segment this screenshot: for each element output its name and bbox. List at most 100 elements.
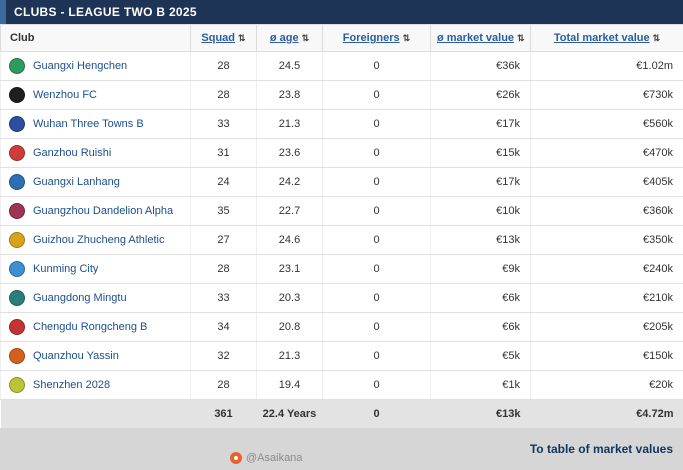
club-link[interactable]: Guizhou Zhucheng Athletic — [33, 234, 165, 246]
avg-age-cell: 23.6 — [256, 138, 323, 168]
table-row: Wuhan Three Towns B 33 21.3 0 €17k €560k — [0, 109, 683, 139]
avg-market-value-cell: €17k — [430, 109, 531, 139]
avg-market-value-cell: €26k — [430, 80, 531, 110]
avg-market-value-cell: €1k — [430, 370, 531, 400]
club-badge-icon — [9, 290, 25, 306]
club-link[interactable]: Kunming City — [33, 263, 99, 275]
foreigners-cell: 0 — [322, 167, 431, 197]
avg-age-cell: 24.6 — [256, 225, 323, 255]
foreigners-cell: 0 — [322, 80, 431, 110]
avg-age-cell: 21.3 — [256, 341, 323, 371]
avg-market-value-cell: €6k — [430, 312, 531, 342]
total-market-value-cell: €150k — [530, 341, 683, 371]
sort-arrows-icon[interactable]: ⇅ — [301, 33, 310, 43]
avg-market-value-cell: €6k — [430, 283, 531, 313]
total-market-value-cell: €405k — [530, 167, 683, 197]
club-cell: Wenzhou FC — [0, 80, 191, 110]
club-link[interactable]: Quanzhou Yassin — [33, 350, 119, 362]
totals-empty-cell — [0, 399, 191, 428]
weibo-icon — [230, 452, 242, 464]
club-link[interactable]: Guangxi Lanhang — [33, 176, 120, 188]
foreigners-cell: 0 — [322, 312, 431, 342]
avg-age-cell: 21.3 — [256, 109, 323, 139]
avg-market-value-cell: €13k — [430, 225, 531, 255]
sort-link-squad[interactable]: Squad — [201, 32, 236, 44]
foreigners-cell: 0 — [322, 254, 431, 284]
foreigners-cell: 0 — [322, 341, 431, 371]
avg-age-cell: 23.8 — [256, 80, 323, 110]
sort-link-avg-market-value[interactable]: ø market value — [437, 32, 515, 44]
club-link[interactable]: Wuhan Three Towns B — [33, 118, 144, 130]
club-badge-icon — [9, 116, 25, 132]
club-cell: Guangxi Hengchen — [0, 51, 191, 81]
squad-cell: 33 — [190, 109, 257, 139]
squad-cell: 28 — [190, 254, 257, 284]
club-badge-icon — [9, 232, 25, 248]
club-link[interactable]: Guangdong Mingtu — [33, 292, 127, 304]
table-row: Guangdong Mingtu 33 20.3 0 €6k €210k — [0, 283, 683, 313]
club-cell: Chengdu Rongcheng B — [0, 312, 191, 342]
total-market-value-cell: €730k — [530, 80, 683, 110]
total-market-value-cell: €560k — [530, 109, 683, 139]
total-market-value-cell: €20k — [530, 370, 683, 400]
club-badge-icon — [9, 319, 25, 335]
avg-market-value-cell: €5k — [430, 341, 531, 371]
sort-arrows-icon[interactable]: ⇅ — [652, 33, 661, 43]
club-cell: Guangzhou Dandelion Alpha — [0, 196, 191, 226]
foreigners-cell: 0 — [322, 225, 431, 255]
sort-arrows-icon[interactable]: ⇅ — [517, 33, 525, 43]
squad-cell: 34 — [190, 312, 257, 342]
avg-age-cell: 24.2 — [256, 167, 323, 197]
foreigners-cell: 0 — [322, 138, 431, 168]
avg-age-cell: 20.8 — [256, 312, 323, 342]
avg-age-cell: 23.1 — [256, 254, 323, 284]
table-row: Shenzhen 2028 28 19.4 0 €1k €20k — [0, 370, 683, 400]
watermark: @Asaikana — [230, 452, 302, 464]
avg-age-cell: 24.5 — [256, 51, 323, 81]
squad-cell: 28 — [190, 51, 257, 81]
club-cell: Guizhou Zhucheng Athletic — [0, 225, 191, 255]
foreigners-cell: 0 — [322, 196, 431, 226]
club-cell: Wuhan Three Towns B — [0, 109, 191, 139]
foreigners-cell: 0 — [322, 51, 431, 81]
club-badge-icon — [9, 377, 25, 393]
squad-cell: 33 — [190, 283, 257, 313]
column-header-squad[interactable]: Squad ⇅ — [190, 24, 257, 52]
table-row: Guizhou Zhucheng Athletic 27 24.6 0 €13k €350… — [0, 225, 683, 255]
sort-arrows-icon[interactable]: ⇅ — [238, 33, 246, 43]
club-badge-icon — [9, 174, 25, 190]
total-market-value-cell: €210k — [530, 283, 683, 313]
table-row: Guangxi Lanhang 24 24.2 0 €17k €405k — [0, 167, 683, 197]
totals-avg-age: 22.4 Years — [256, 399, 323, 428]
column-header-avg-market-value[interactable]: ø market value ⇅ — [430, 24, 531, 52]
page-title: CLUBS - LEAGUE TWO B 2025 — [14, 5, 197, 19]
table-row: Quanzhou Yassin 32 21.3 0 €5k €150k — [0, 341, 683, 371]
sort-arrows-icon[interactable]: ⇅ — [402, 33, 411, 43]
avg-market-value-cell: €15k — [430, 138, 531, 168]
avg-age-cell: 20.3 — [256, 283, 323, 313]
market-values-table-link[interactable]: To table of market values — [529, 441, 673, 456]
sort-link-avg-age[interactable]: ø age — [269, 32, 299, 44]
club-link[interactable]: Ganzhou Ruishi — [33, 147, 112, 159]
table-row: Ganzhou Ruishi 31 23.6 0 €15k €470k — [0, 138, 683, 168]
club-link[interactable]: Wenzhou FC — [33, 89, 97, 101]
squad-cell: 35 — [190, 196, 257, 226]
column-header-avg-age[interactable]: ø age ⇅ — [256, 24, 323, 52]
avg-age-cell: 22.7 — [256, 196, 323, 226]
sort-link-foreigners[interactable]: Foreigners — [342, 32, 400, 44]
club-badge-icon — [9, 203, 25, 219]
column-header-foreigners[interactable]: Foreigners ⇅ — [322, 24, 431, 52]
club-link[interactable]: Guangxi Hengchen — [33, 60, 128, 72]
club-link[interactable]: Guangzhou Dandelion Alpha — [33, 205, 174, 217]
avg-market-value-cell: €17k — [430, 167, 531, 197]
watermark-text: @Asaikana — [246, 452, 303, 464]
sort-link-total-market-value[interactable]: Total market value — [553, 32, 650, 44]
table-header-row: Club Squad ⇅ ø age ⇅ Foreigners ⇅ ø market … — [0, 24, 683, 52]
squad-cell: 32 — [190, 341, 257, 371]
club-link[interactable]: Chengdu Rongcheng B — [33, 321, 148, 333]
column-header-total-market-value[interactable]: Total market value ⇅ — [530, 24, 683, 52]
total-market-value-cell: €240k — [530, 254, 683, 284]
squad-cell: 27 — [190, 225, 257, 255]
club-link[interactable]: Shenzhen 2028 — [33, 379, 111, 391]
foreigners-cell: 0 — [322, 370, 431, 400]
